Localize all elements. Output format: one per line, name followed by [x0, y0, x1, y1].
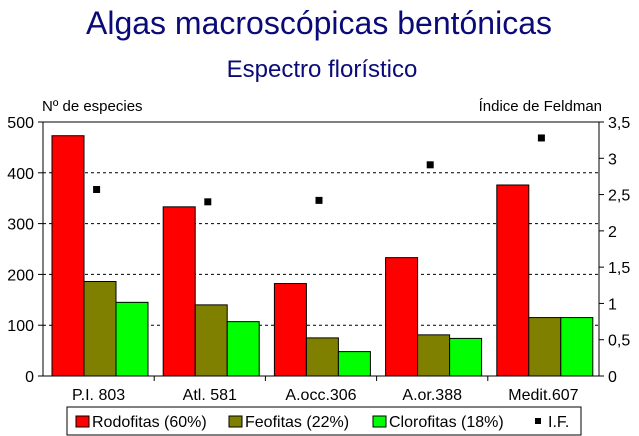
- y-axis-label: Nº de especies: [42, 98, 143, 115]
- chart-subtitle: Espectro florístico: [227, 56, 418, 83]
- bar-rodofitas: [273, 283, 307, 377]
- bar-rodofitas: [51, 135, 85, 377]
- if-point: [204, 198, 212, 206]
- legend-rodofitas-label: Rodofitas (60%): [92, 414, 207, 431]
- y2-tick-label: 0,5: [608, 333, 630, 350]
- x-tick-label: Atl. 581: [183, 387, 237, 404]
- bar-clorofitas: [449, 337, 483, 377]
- bar-rodofitas: [496, 184, 530, 377]
- y-tick-label: 300: [7, 217, 34, 234]
- if-point: [93, 185, 101, 193]
- y-tick-label: 100: [7, 318, 34, 335]
- y-tick-label: 400: [7, 166, 34, 183]
- y-tick-label: 200: [7, 267, 34, 284]
- x-tick-label: A.or.388: [402, 387, 462, 404]
- x-tick-label: A.occ.306: [285, 387, 356, 404]
- bar-feofitas: [305, 337, 339, 377]
- y2-tick-label: 2: [608, 224, 617, 241]
- legend: Rodofitas (60%) Feofitas (22%) Clorofitas …: [66, 406, 582, 436]
- y2-tick-label: 3: [608, 151, 617, 168]
- y2-tick-label: 3,5: [608, 115, 630, 132]
- bar-clorofitas: [560, 317, 594, 377]
- x-tick-label: Medit.607: [508, 387, 578, 404]
- if-point: [426, 161, 434, 169]
- bar-feofitas: [194, 304, 228, 377]
- chart-title: Algas macroscópicas bentónicas: [86, 5, 552, 41]
- if-point: [537, 134, 545, 142]
- bar-feofitas: [417, 334, 451, 377]
- legend-if-swatch: [535, 418, 541, 424]
- bar-rodofitas: [162, 206, 196, 377]
- legend-box: [66, 406, 582, 436]
- legend-feofitas-swatch: [228, 415, 243, 428]
- bar-rodofitas: [385, 257, 419, 377]
- legend-feofitas-label: Feofitas (22%): [245, 414, 349, 431]
- y2-tick-label: 0: [608, 369, 617, 386]
- y-tick-label: 500: [7, 115, 34, 132]
- legend-clorofitas-swatch: [372, 415, 387, 428]
- x-tick-label: P.I. 803: [72, 387, 125, 404]
- bar-clorofitas: [337, 351, 371, 377]
- legend-if-label: I.F.: [548, 414, 569, 431]
- y2-tick-label: 1: [608, 296, 617, 313]
- y2-axis-label: Índice de Feldman: [479, 98, 602, 115]
- bar-clorofitas: [226, 321, 260, 377]
- legend-rodofitas-swatch: [75, 415, 90, 428]
- bar-clorofitas: [115, 301, 149, 377]
- legend-clorofitas-label: Clorofitas (18%): [389, 414, 504, 431]
- y-tick-label: 0: [25, 369, 34, 386]
- bar-feofitas: [528, 317, 562, 377]
- if-point: [315, 196, 323, 204]
- bar-feofitas: [83, 281, 117, 377]
- plot-area: 0 100 200 300 400 500 0 0,5 1 1,5 2 2,5 3 3,5 P.I. 803…: [7, 115, 630, 404]
- y2-tick-label: 1,5: [608, 260, 630, 277]
- y2-tick-label: 2,5: [608, 188, 630, 205]
